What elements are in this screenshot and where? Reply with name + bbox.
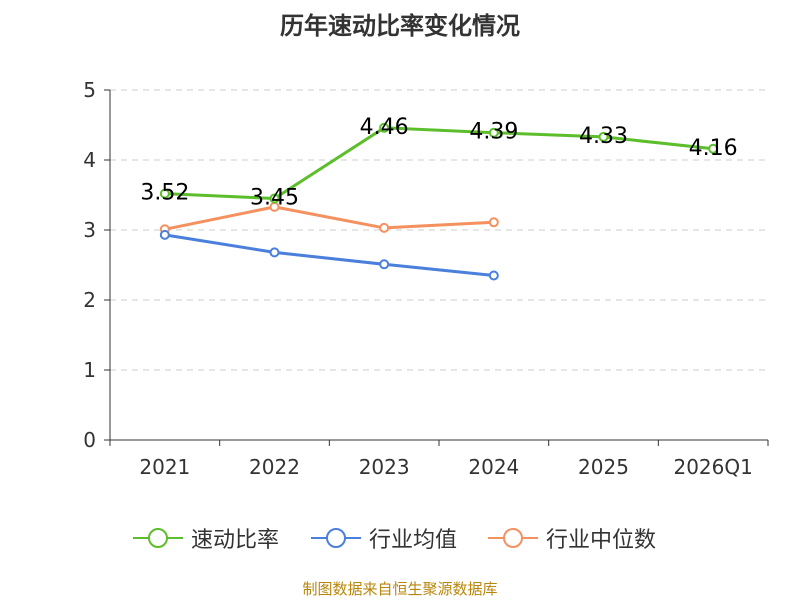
x-tick-label: 2024 bbox=[468, 455, 519, 479]
y-tick-label: 0 bbox=[83, 428, 96, 452]
series-line-1 bbox=[164, 233, 494, 277]
data-label: 3.52 bbox=[140, 181, 189, 206]
x-tick-label: 2022 bbox=[249, 455, 300, 479]
legend-marker-icon bbox=[488, 528, 538, 548]
y-tick-label: 2 bbox=[83, 288, 96, 312]
x-tick-label: 2026Q1 bbox=[673, 455, 752, 479]
axes: 0 1 2 3 4 5 2021 2022 2023 2024 2025 2026Q1 bbox=[83, 78, 769, 479]
data-label: 4.39 bbox=[469, 120, 518, 145]
x-tick-label: 2025 bbox=[578, 455, 629, 479]
data-point bbox=[488, 217, 499, 228]
series-line-2 bbox=[164, 205, 494, 231]
legend-item-quick-ratio[interactable]: 速动比率 bbox=[133, 520, 279, 556]
legend-label: 行业均值 bbox=[369, 528, 458, 553]
data-point bbox=[379, 259, 390, 270]
series-line-0 bbox=[164, 126, 714, 200]
data-label: 3.45 bbox=[250, 186, 299, 211]
data-point bbox=[159, 229, 170, 240]
x-tick-label: 2023 bbox=[359, 455, 410, 479]
legend-marker-icon bbox=[133, 528, 183, 548]
y-tick-label: 5 bbox=[83, 78, 96, 102]
y-tick-label: 4 bbox=[83, 148, 96, 172]
x-tick-label: 2021 bbox=[139, 455, 190, 479]
source-footer: 制图数据来自恒生聚源数据库 bbox=[302, 580, 498, 598]
legend: 速动比率 行业均值 行业中位数 bbox=[0, 520, 800, 556]
series bbox=[159, 122, 719, 281]
data-point bbox=[598, 131, 609, 142]
legend-item-industry-average[interactable]: 行业均值 bbox=[311, 520, 457, 556]
data-point bbox=[379, 122, 390, 133]
line-chart: 0 1 2 3 4 5 2021 2022 2023 2024 2025 2026Q1 3.52 3.4… bbox=[83, 78, 769, 479]
data-point bbox=[379, 222, 390, 233]
legend-item-industry-median[interactable]: 行业中位数 bbox=[488, 520, 656, 556]
legend-label: 速动比率 bbox=[191, 528, 280, 553]
data-point bbox=[488, 270, 499, 281]
data-labels: 3.52 3.45 4.46 4.39 4.33 4.16 bbox=[140, 115, 737, 211]
data-label: 4.16 bbox=[689, 136, 738, 161]
data-point bbox=[269, 193, 280, 204]
data-point bbox=[269, 247, 280, 258]
data-point bbox=[159, 188, 170, 199]
data-point bbox=[708, 143, 719, 154]
data-point bbox=[488, 127, 499, 138]
grid-lines bbox=[110, 89, 768, 371]
data-label: 4.46 bbox=[360, 115, 409, 140]
legend-label: 行业中位数 bbox=[546, 528, 657, 553]
y-tick-label: 3 bbox=[83, 218, 96, 242]
legend-marker-icon bbox=[311, 528, 361, 548]
data-label: 4.33 bbox=[579, 124, 628, 149]
chart-title: 历年速动比率变化情况 bbox=[280, 12, 520, 40]
y-tick-label: 1 bbox=[83, 358, 96, 382]
